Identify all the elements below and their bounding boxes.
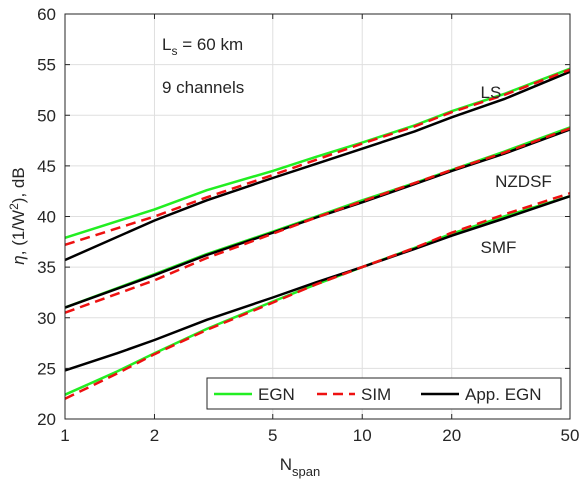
x-tick-label: 1 bbox=[60, 426, 69, 445]
series-sim-nzdsf bbox=[64, 127, 571, 314]
legend: EGN SIM App. EGN bbox=[206, 377, 562, 410]
series-sim-smf bbox=[64, 192, 571, 400]
y-tick-label: 35 bbox=[37, 258, 56, 277]
x-tick-label: 2 bbox=[150, 426, 159, 445]
legend-box bbox=[206, 377, 562, 410]
axis-ticks bbox=[64, 13, 571, 420]
group-labels: LS NZDSF SMF bbox=[481, 83, 552, 257]
series-app-egn-ls bbox=[64, 70, 571, 262]
y-tick-label: 20 bbox=[37, 410, 56, 429]
legend-label-1: EGN bbox=[258, 385, 295, 404]
x-axis-label-subscript: span bbox=[292, 464, 320, 479]
y-tick-label: 55 bbox=[37, 56, 56, 75]
group-label-ls: LS bbox=[481, 83, 502, 102]
legend-label-3: App. EGN bbox=[465, 385, 542, 404]
series-app-egn-smf bbox=[64, 195, 571, 372]
legend-label-2: SIM bbox=[361, 385, 391, 404]
y-tick-label: 50 bbox=[37, 106, 56, 125]
x-axis-label: Nspan bbox=[280, 455, 320, 479]
series-lines bbox=[64, 67, 571, 400]
x-tick-label: 20 bbox=[442, 426, 461, 445]
y-tick-label: 60 bbox=[37, 5, 56, 24]
y-tick-label: 45 bbox=[37, 157, 56, 176]
x-tick-label: 5 bbox=[268, 426, 277, 445]
y-tick-label: 25 bbox=[37, 359, 56, 378]
group-label-nzdsf: NZDSF bbox=[495, 172, 552, 191]
series-sim-ls bbox=[64, 68, 571, 246]
y-axis-label: η, (1/W2), dB bbox=[7, 167, 28, 264]
y-tick-label: 30 bbox=[37, 309, 56, 328]
fiber-length-annotation: Ls = 60 km bbox=[162, 35, 243, 58]
channels-annotation: 9 channels bbox=[162, 78, 244, 97]
ls-subscript: s bbox=[171, 44, 177, 58]
group-label-smf: SMF bbox=[481, 238, 517, 257]
x-tick-label: 10 bbox=[353, 426, 372, 445]
y-tick-label: 40 bbox=[37, 208, 56, 227]
x-tick-label: 50 bbox=[561, 426, 580, 445]
